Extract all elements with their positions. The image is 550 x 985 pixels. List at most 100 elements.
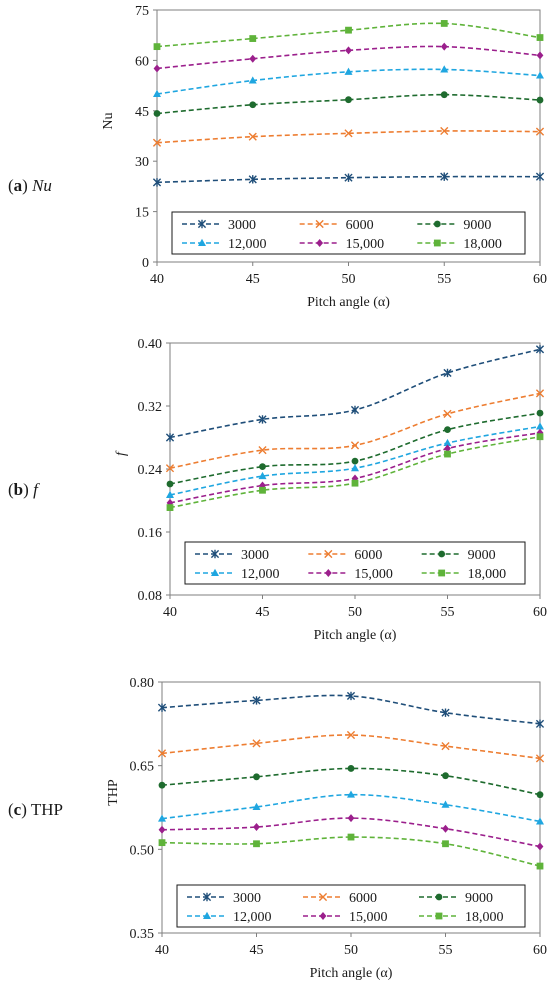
panel-b-letter: b [13,480,24,499]
data-point-c-9000-2 [347,765,355,772]
data-point-b-9000-2 [351,457,359,465]
data-point-b-12000-1 [258,471,267,480]
x-tick-label-b-0: 40 [163,605,177,620]
data-point-c-3000-4 [535,719,545,729]
panel-c-label: (c) THP [8,800,63,819]
series-a-6000 [152,126,545,147]
legend-label-b-18000: 18,000 [468,567,507,582]
panel-c: (c) THP 0.35 0.50 0.65 0.80 40 45 50 55 60 Pitch … [0,660,550,985]
series-line-c-18000 [161,836,541,867]
legend-marker-c-3000 [202,892,212,902]
chart-a: 0 15 30 45 60 75 40 45 50 55 60 Pitch angle (α) Nu 30… [101,4,547,310]
data-point-b-12000-4 [536,422,544,430]
data-point-a-18000-2 [345,26,352,34]
x-tick-label-b-1: 45 [256,605,270,620]
y-tick-label-c-3: 0.80 [130,676,155,691]
data-point-a-3000-4 [535,172,545,181]
legend-label-a-9000: 9000 [463,218,491,233]
chart-b: 0.08 0.16 0.24 0.32 0.40 40 45 50 55 60 Pitch angl… [114,337,547,643]
data-point-a-12000-1 [248,76,257,84]
data-point-a-12000-0 [153,89,161,97]
y-axis-label-b: f [114,450,129,456]
data-point-c-12000-1 [252,802,261,810]
data-point-b-3000-0 [165,433,175,442]
data-point-c-6000-0 [157,749,167,758]
series-b-18000 [166,433,544,511]
x-tick-label-a-3: 55 [437,272,451,287]
panel-b: (b) f 0.08 0.16 0.24 0.32 0.40 40 45 50 55 60 Pitc… [0,325,550,650]
legend-box-a [171,211,526,255]
legend-box-b [184,541,526,585]
series-c-6000 [157,730,545,763]
series-line-a-6000 [156,130,541,144]
x-axis-label-c: Pitch angle (α) [310,966,393,981]
data-point-c-9000-1 [253,773,260,781]
panel-a: (a) Nu 0 15 30 45 60 75 40 45 50 55 60 Pitch angle … [0,0,550,315]
y-tick-label-b-0: 0.08 [138,589,163,604]
legend-label-b-6000: 6000 [354,548,382,563]
data-point-c-18000-1 [253,840,260,848]
series-a-3000 [152,172,545,187]
legend-label-b-12000: 12,000 [241,567,280,582]
chart-c: 0.35 0.50 0.65 0.80 40 45 50 55 60 Pitch angle (α… [106,676,547,981]
series-c-18000 [158,833,544,870]
panel-b-label: (b) f [8,480,38,499]
legend-label-c-12000: 12,000 [233,910,272,925]
data-point-b-9000-1 [259,463,266,471]
legend-marker-a-18000 [433,239,441,247]
panel-c-var: THP [30,800,63,819]
legend-marker-c-9000 [435,893,443,901]
data-point-b-9000-4 [536,409,544,417]
data-point-c-15000-1 [253,823,260,832]
legend-marker-b-9000 [438,550,446,558]
series-c-15000 [158,814,544,851]
data-point-a-6000-1 [248,132,257,141]
data-point-a-3000-0 [152,178,162,187]
data-point-b-6000-3 [443,409,452,418]
legend-label-c-3000: 3000 [233,891,261,906]
series-a-18000 [153,20,544,51]
data-point-a-9000-3 [440,91,448,99]
data-point-c-15000-4 [536,842,544,851]
data-point-a-12000-4 [536,71,544,79]
data-point-a-9000-1 [249,101,257,109]
data-point-a-12000-3 [440,65,449,73]
data-point-a-18000-1 [249,35,257,42]
data-point-c-6000-2 [346,730,356,740]
x-tick-label-a-2: 50 [342,272,356,287]
y-tick-label-b-2: 0.24 [138,463,163,478]
legend-marker-a-12000 [198,238,206,246]
data-point-a-15000-1 [249,54,257,63]
legend-marker-a-15000 [316,239,324,247]
panel-c-letter: c [13,800,22,819]
panel-a-var: Nu [32,176,52,195]
data-point-a-15000-2 [345,46,352,55]
legend-label-a-18000: 18,000 [463,237,502,252]
legend-label-c-15000: 15,000 [349,910,388,925]
data-point-c-15000-0 [158,825,166,834]
data-point-b-12000-2 [351,464,359,472]
series-c-3000 [157,691,545,729]
legend-marker-a-6000 [315,219,324,229]
legend-marker-a-9000 [433,220,441,228]
data-point-a-6000-4 [535,127,545,136]
data-point-b-15000-3 [444,444,451,453]
series-line-b-6000 [169,392,541,469]
y-tick-label-c-0: 0.35 [130,927,155,942]
legend-label-c-9000: 9000 [465,891,493,906]
data-point-c-3000-1 [252,696,261,705]
legend-box-c [176,884,526,928]
y-tick-label-a-5: 75 [135,4,149,19]
data-point-b-3000-2 [350,405,360,415]
data-point-c-12000-2 [347,790,355,798]
series-a-12000 [153,65,544,97]
data-point-c-12000-3 [441,800,450,808]
x-tick-label-c-3: 55 [439,943,453,958]
data-point-a-9000-4 [536,96,544,104]
panel-b-var: f [33,480,38,499]
data-point-a-15000-3 [440,42,448,51]
series-a-9000 [153,91,544,117]
series-line-b-9000 [169,412,541,485]
legend-marker-a-3000 [197,219,207,229]
data-point-c-12000-0 [158,814,166,822]
